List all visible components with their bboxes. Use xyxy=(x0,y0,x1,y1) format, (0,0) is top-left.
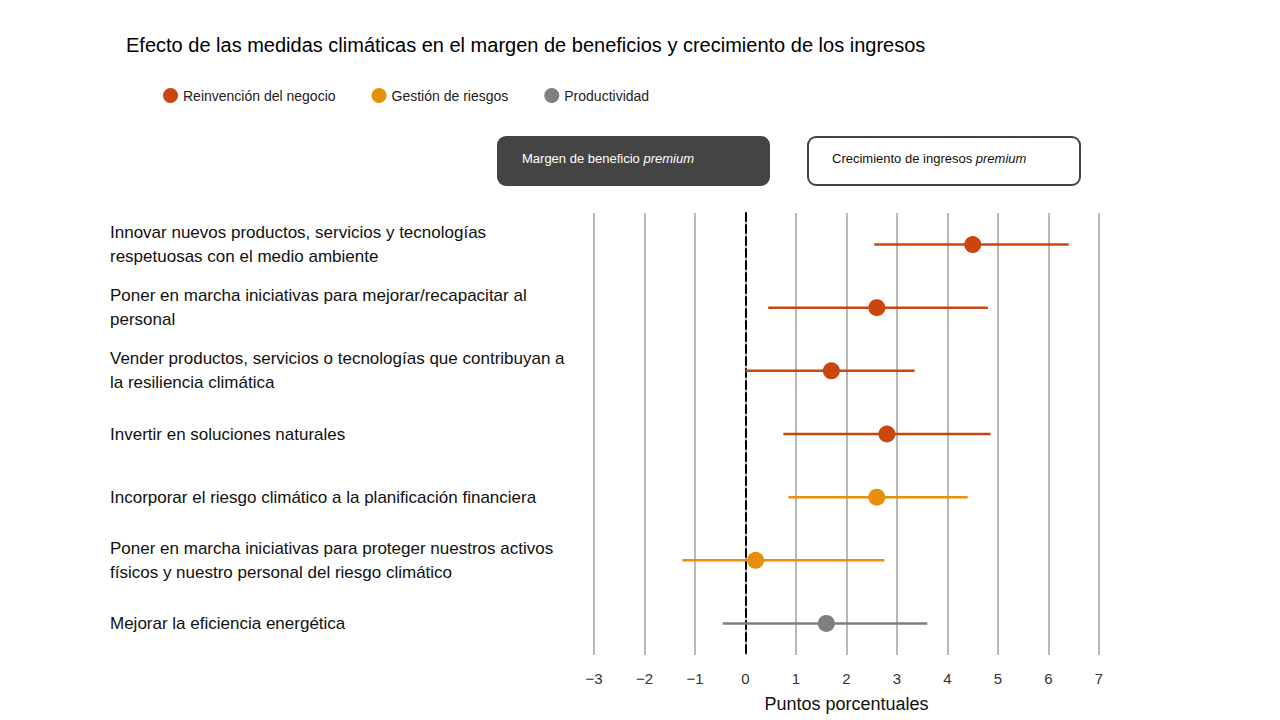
svg-text:7: 7 xyxy=(1095,670,1103,687)
svg-text:5: 5 xyxy=(994,670,1002,687)
svg-text:2: 2 xyxy=(842,670,850,687)
svg-text:3: 3 xyxy=(893,670,901,687)
svg-text:Vender productos, servicios o: Vender productos, servicios o tecnología… xyxy=(110,349,569,368)
svg-text:Reinvención del negocio: Reinvención del negocio xyxy=(183,88,336,104)
svg-text:premium: premium xyxy=(975,151,1027,166)
svg-text:personal: personal xyxy=(110,310,175,329)
svg-text:1: 1 xyxy=(792,670,800,687)
svg-text:Margen de beneficio: Margen de beneficio xyxy=(522,151,643,166)
svg-text:respetuosas con el medio ambie: respetuosas con el medio ambiente xyxy=(110,247,378,266)
svg-text:−3: −3 xyxy=(585,670,602,687)
svg-text:físicos y nuestro personal del: físicos y nuestro personal del riesgo cl… xyxy=(110,563,452,582)
svg-text:Poner en marcha iniciativas pa: Poner en marcha iniciativas para mejorar… xyxy=(110,286,531,305)
svg-text:0: 0 xyxy=(741,670,749,687)
svg-text:Incorporar el riesgo climático: Incorporar el riesgo climático a la plan… xyxy=(110,488,537,507)
svg-text:Poner en marcha iniciativas pa: Poner en marcha iniciativas para protege… xyxy=(110,539,558,558)
svg-text:Crecimiento de ingresos: Crecimiento de ingresos xyxy=(832,151,976,166)
svg-text:−1: −1 xyxy=(686,670,703,687)
svg-text:Gestión de riesgos: Gestión de riesgos xyxy=(392,88,509,104)
svg-text:−2: −2 xyxy=(636,670,653,687)
svg-text:Mejorar la eficiencia energéti: Mejorar la eficiencia energética xyxy=(110,614,346,633)
svg-text:6: 6 xyxy=(1044,670,1052,687)
svg-text:Innovar nuevos productos, serv: Innovar nuevos productos, servicios y te… xyxy=(110,223,491,242)
svg-text:la resiliencia climática: la resiliencia climática xyxy=(110,373,275,392)
svg-text:Productividad: Productividad xyxy=(564,88,649,104)
svg-text:4: 4 xyxy=(943,670,951,687)
svg-text:Invertir en soluciones natural: Invertir en soluciones naturales xyxy=(110,425,345,444)
svg-text:Efecto de las medidas climátic: Efecto de las medidas climáticas en el m… xyxy=(126,34,925,56)
svg-text:premium: premium xyxy=(642,151,694,166)
svg-text:Puntos porcentuales: Puntos porcentuales xyxy=(764,694,928,714)
